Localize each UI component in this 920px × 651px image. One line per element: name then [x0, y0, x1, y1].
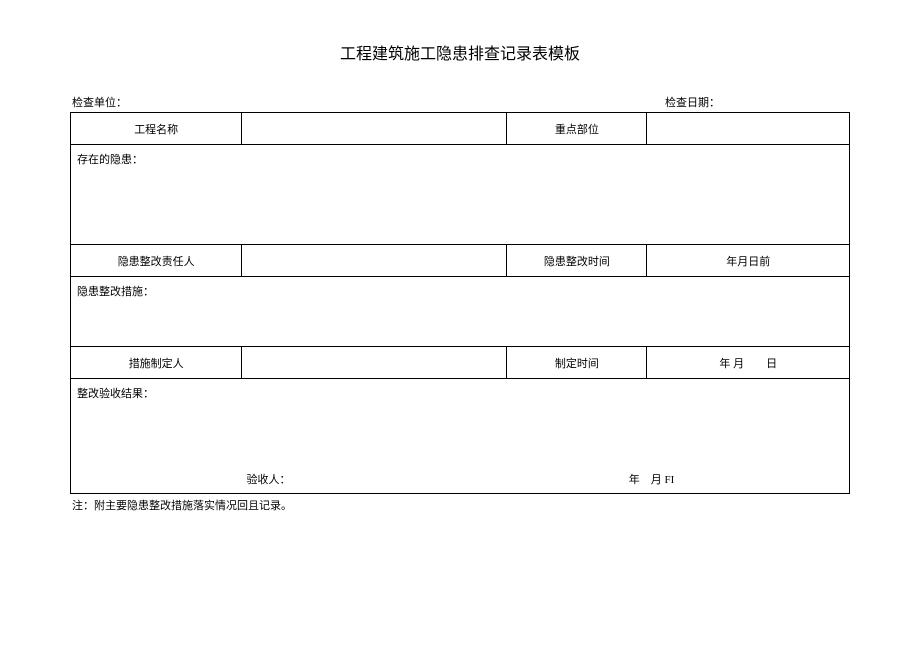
- project-name-value: [242, 113, 507, 145]
- meta-row: 检查单位： 检查日期：: [70, 94, 850, 110]
- hazard-time-value: 年月日前: [647, 245, 850, 277]
- inspect-unit-label: 检查单位：: [70, 94, 127, 110]
- table-row: 工程名称 重点部位: [71, 113, 850, 145]
- result-cell: 整改验收结果： 验收人： 年 月 FI: [71, 379, 850, 494]
- hazard-exist-cell: 存在的隐患：: [71, 145, 850, 245]
- inspect-date-label: 检查日期：: [665, 94, 850, 110]
- make-time-value: 年 月 日: [647, 347, 850, 379]
- footnote: 注：附主要隐患整改措施落实情况回且记录。: [70, 497, 850, 513]
- form-table: 工程名称 重点部位 存在的隐患： 隐患整改责任人 隐患整改时间 年月日前 隐患整…: [70, 112, 850, 494]
- table-row: 措施制定人 制定时间 年 月 日: [71, 347, 850, 379]
- table-row: 隐患整改措施：: [71, 277, 850, 347]
- table-row: 整改验收结果： 验收人： 年 月 FI: [71, 379, 850, 494]
- acceptor-date: 年 月 FI: [460, 471, 843, 487]
- table-row: 隐患整改责任人 隐患整改时间 年月日前: [71, 245, 850, 277]
- key-part-label: 重点部位: [507, 113, 647, 145]
- hazard-time-label: 隐患整改时间: [507, 245, 647, 277]
- table-row: 存在的隐患：: [71, 145, 850, 245]
- maker-label: 措施制定人: [71, 347, 242, 379]
- result-label: 整改验收结果：: [77, 385, 843, 401]
- hazard-person-label: 隐患整改责任人: [71, 245, 242, 277]
- key-part-value: [647, 113, 850, 145]
- maker-value: [242, 347, 507, 379]
- measures-cell: 隐患整改措施：: [71, 277, 850, 347]
- make-time-label: 制定时间: [507, 347, 647, 379]
- hazard-person-value: [242, 245, 507, 277]
- document-title: 工程建筑施工隐患排查记录表模板: [70, 40, 850, 64]
- acceptor-label: 验收人：: [77, 471, 460, 487]
- project-name-label: 工程名称: [71, 113, 242, 145]
